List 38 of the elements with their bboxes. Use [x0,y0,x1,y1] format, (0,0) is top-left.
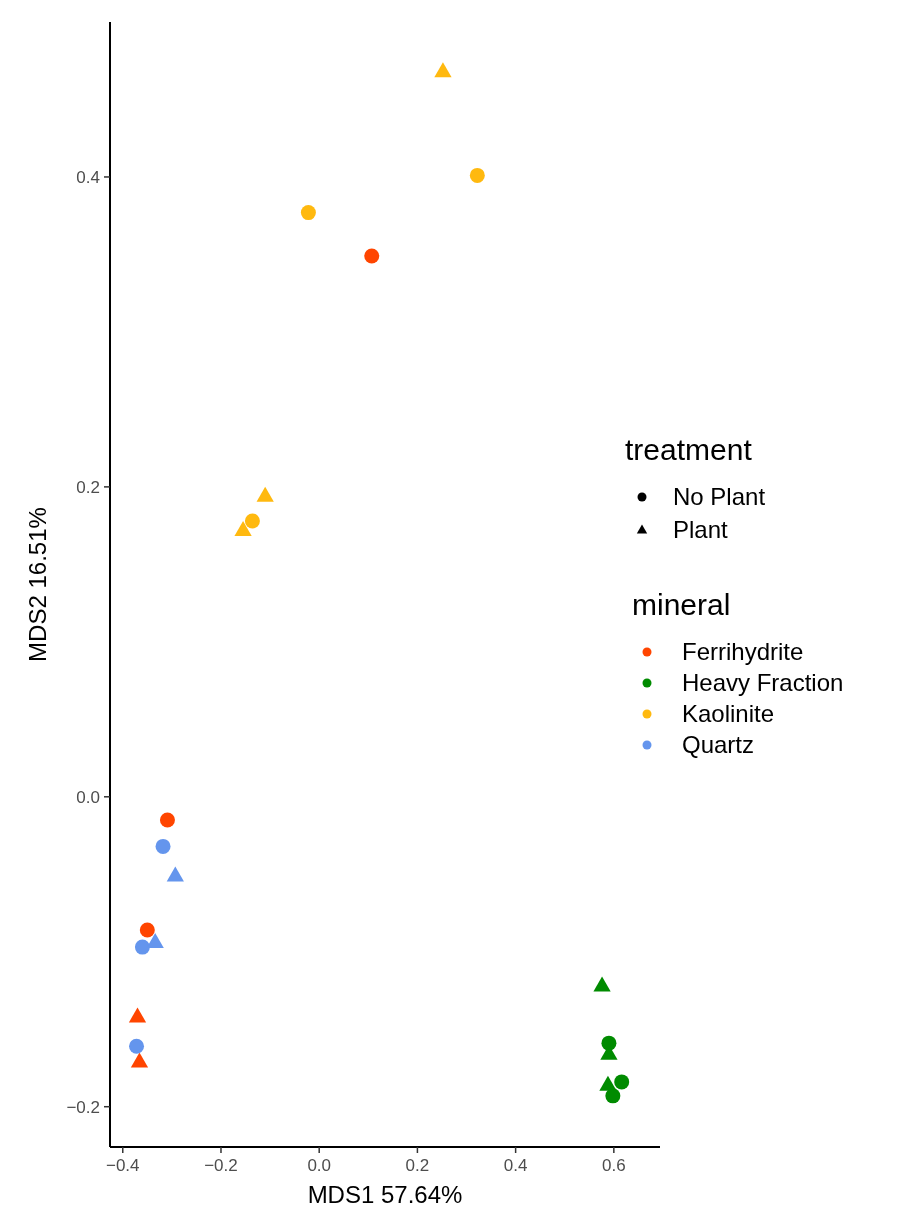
annotation: treatment [625,433,753,466]
y-axis-title: MDS2 16.51% [24,507,51,662]
point [159,812,175,828]
point [300,205,316,221]
legend-label: Quartz [682,731,755,759]
x-tick-label: −0.4 [105,1156,140,1175]
point [155,838,171,854]
legend-label: Ferrihydrite [682,638,804,666]
text: No Plant [673,483,766,511]
y-tick-label: 0.2 [76,477,100,497]
point [593,976,611,992]
x-tick-label: 0.0 [307,1156,332,1175]
x-tick-label: 0.4 [503,1156,528,1175]
legend-label: Heavy Fraction [682,669,844,697]
x-axis-title: MDS1 57.64% [307,1181,463,1208]
point [244,513,260,529]
point [256,486,274,502]
point [166,866,184,882]
point [614,1074,630,1090]
text: Plant [673,516,729,544]
point [130,1052,149,1068]
point [234,520,252,536]
point [129,1038,145,1054]
x-tick-label: 0.6 [602,1156,626,1175]
point [364,248,380,264]
legend-title: mineral [632,588,731,621]
point [128,1007,147,1023]
point [599,1075,617,1091]
y-tick-label: −0.2 [66,1097,100,1117]
legend-label: Kaolinite [682,700,775,728]
point [134,939,150,955]
point [139,922,155,938]
point [434,62,452,78]
point [469,167,485,183]
y-tick-label: 0.4 [76,167,100,187]
y-tick-label: 0.0 [76,787,100,807]
x-tick-label: 0.2 [405,1156,430,1175]
x-tick-label: −0.2 [204,1156,238,1175]
